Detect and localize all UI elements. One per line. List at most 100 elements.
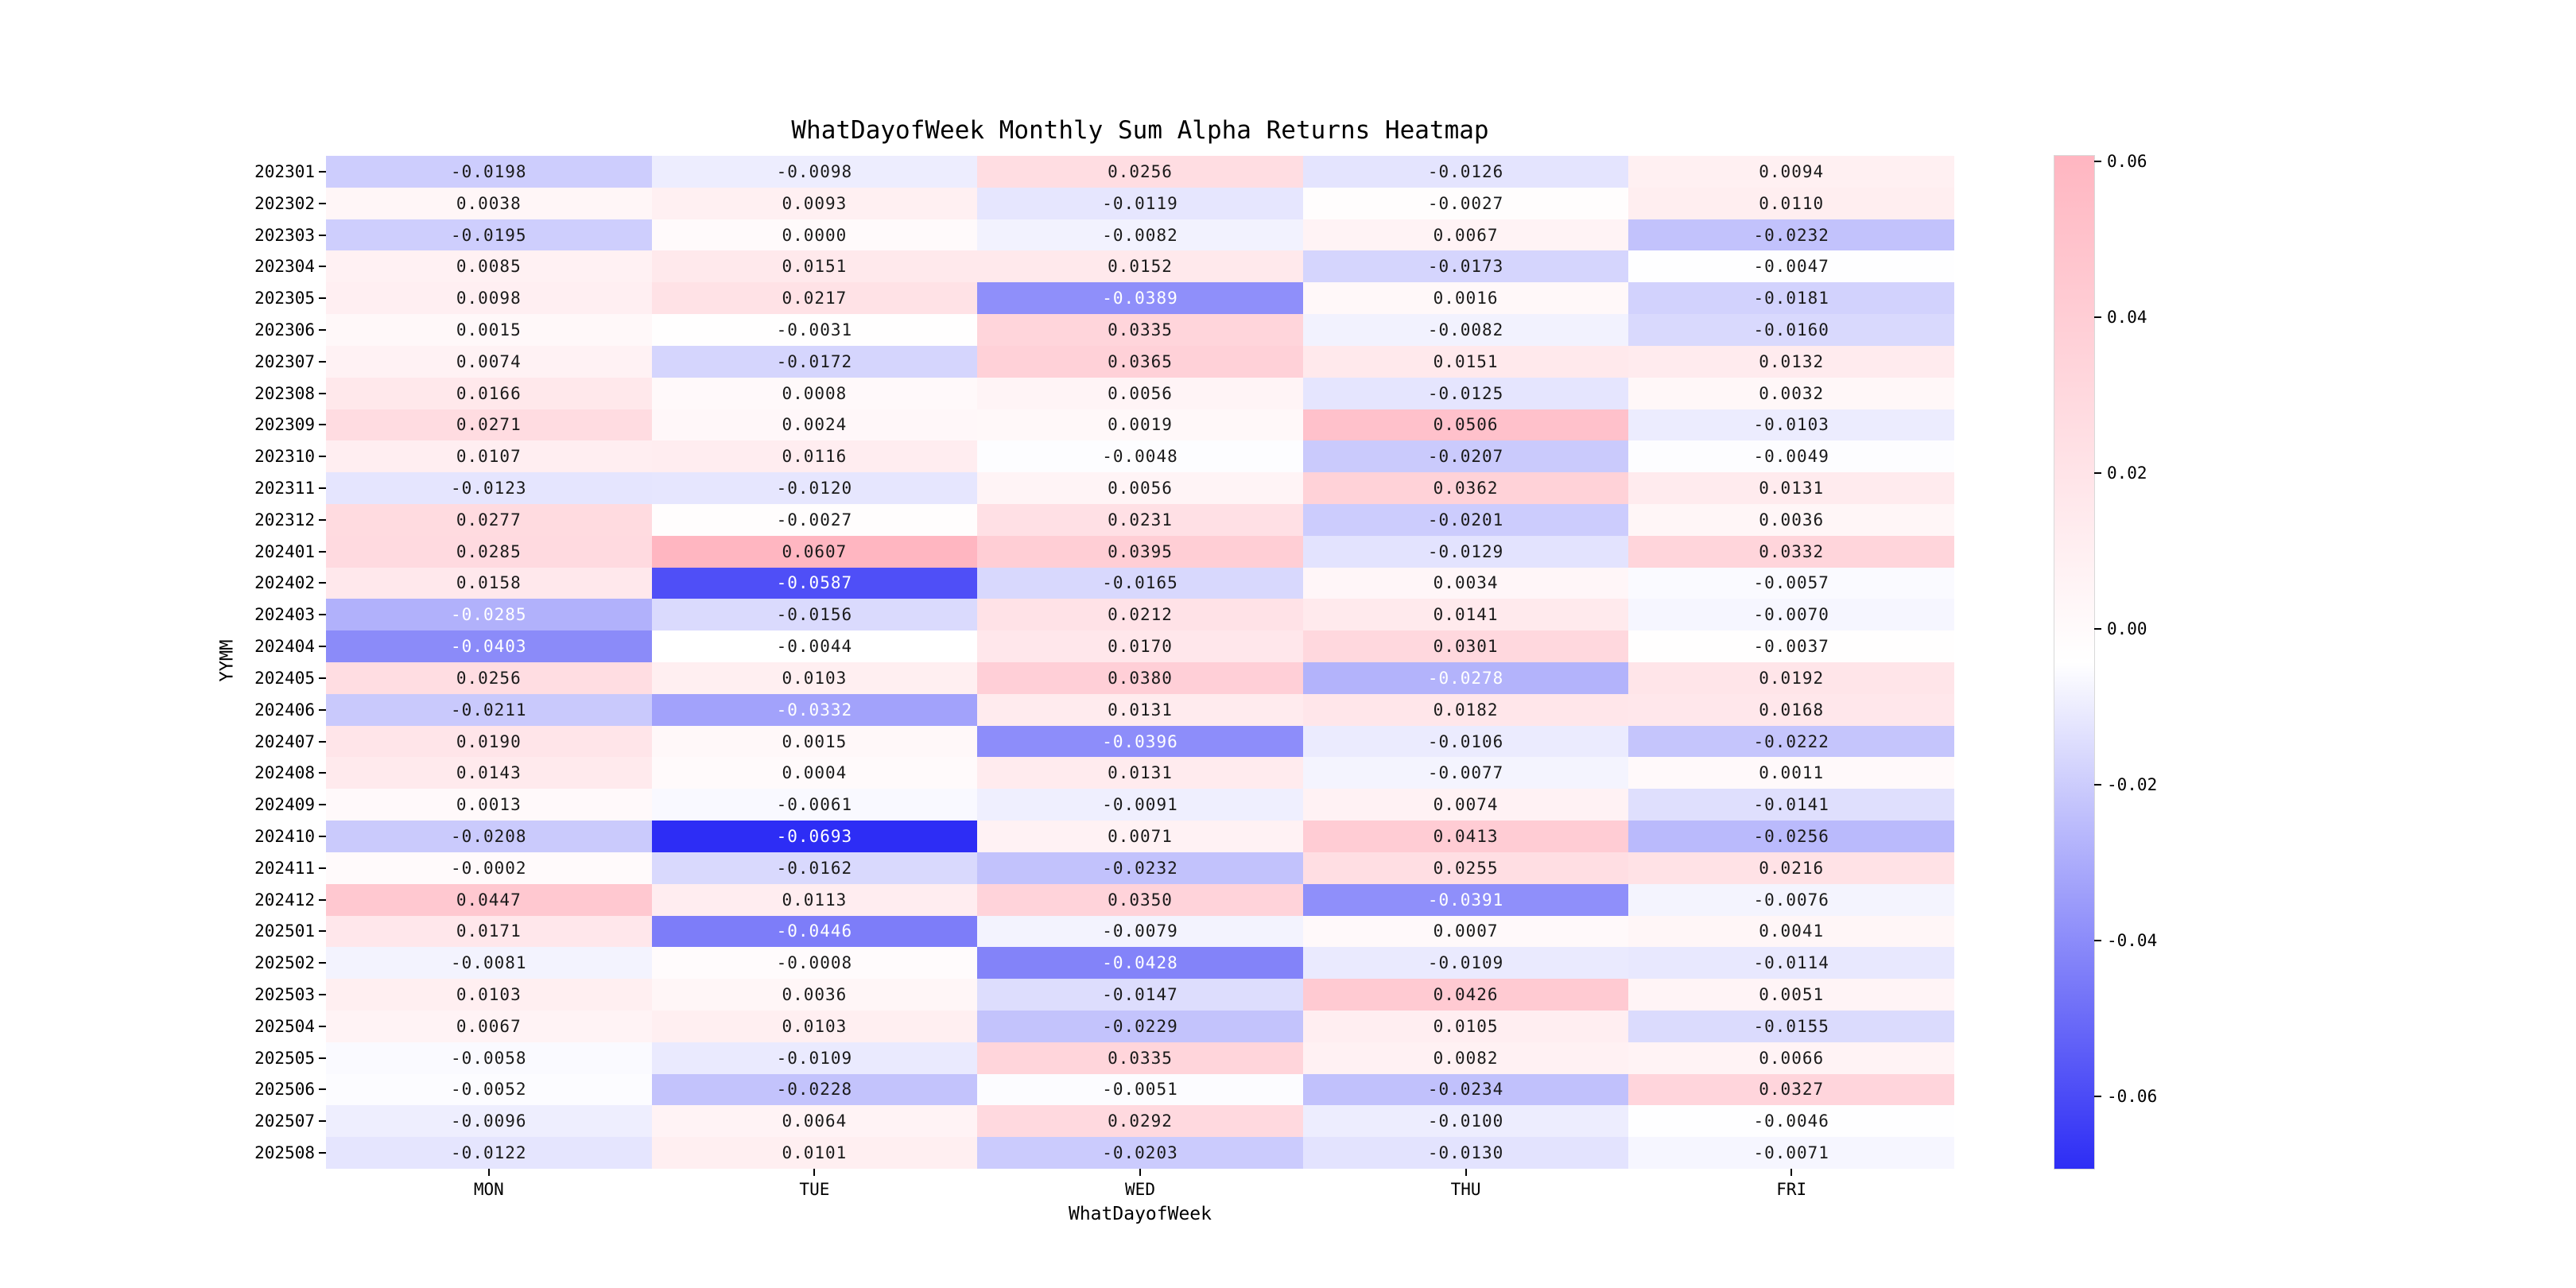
heatmap-cell: 0.0116 <box>651 440 978 473</box>
heatmap-cell: 0.0506 <box>1302 409 1629 441</box>
heatmap-cell: 0.0277 <box>326 503 652 536</box>
y-tick: 202411 <box>254 859 326 878</box>
y-tick: 202508 <box>254 1143 326 1162</box>
y-tick: 202506 <box>254 1080 326 1099</box>
y-tick-mark <box>319 994 326 996</box>
y-tick-mark <box>319 202 326 204</box>
y-tick-mark <box>319 962 326 964</box>
heatmap-cell: 0.0098 <box>326 282 652 315</box>
heatmap-cell: 0.0067 <box>1302 219 1629 251</box>
heatmap-cell: -0.0222 <box>1628 725 1954 758</box>
row-label: 202301 <box>254 161 315 181</box>
heatmap-cell: 0.0255 <box>1302 852 1629 884</box>
y-tick-mark <box>319 867 326 869</box>
colorbar <box>2054 155 2095 1170</box>
heatmap-cell: -0.0051 <box>977 1073 1303 1106</box>
heatmap-cell: 0.0143 <box>326 757 652 789</box>
y-tick-mark <box>319 360 326 363</box>
row-label: 202507 <box>254 1111 315 1131</box>
y-tick: 202507 <box>254 1111 326 1131</box>
row-label: 202502 <box>254 953 315 973</box>
y-tick-mark <box>319 614 326 616</box>
heatmap-cell: -0.0082 <box>1302 314 1629 346</box>
colorbar-tick-mark <box>2094 316 2101 318</box>
heatmap-cell: 0.0395 <box>977 535 1303 568</box>
heatmap-cell: -0.0232 <box>977 852 1303 884</box>
y-tick-mark <box>319 1120 326 1123</box>
heatmap-cell: 0.0067 <box>326 1010 652 1042</box>
heatmap-cell: 0.0132 <box>1628 345 1954 378</box>
row-label: 202409 <box>254 795 315 815</box>
row-label: 202310 <box>254 447 315 467</box>
heatmap-cell: -0.0044 <box>651 630 978 662</box>
heatmap-cell: 0.0170 <box>977 630 1303 662</box>
y-tick: 202303 <box>254 226 326 245</box>
colorbar-tick: -0.06 <box>2094 1087 2157 1106</box>
heatmap-cell: 0.0013 <box>326 789 652 821</box>
y-tick: 202505 <box>254 1049 326 1068</box>
heatmap-cell: -0.0106 <box>1302 725 1629 758</box>
y-tick: 202412 <box>254 890 326 910</box>
heatmap-cell: 0.0000 <box>651 219 978 251</box>
heatmap-cell: 0.0350 <box>977 883 1303 916</box>
heatmap-cell: 0.0256 <box>977 156 1303 188</box>
y-tick-mark <box>319 1025 326 1027</box>
heatmap-cell: -0.0278 <box>1302 662 1629 694</box>
heatmap-cell: 0.0082 <box>1302 1042 1629 1074</box>
heatmap-cell: 0.0015 <box>651 725 978 758</box>
y-tick-mark <box>319 582 326 584</box>
heatmap-cell: 0.0113 <box>651 883 978 916</box>
y-tick-mark <box>319 266 326 268</box>
column-label: THU <box>1450 1180 1481 1199</box>
heatmap-cell: -0.0130 <box>1302 1137 1629 1169</box>
row-label: 202403 <box>254 605 315 625</box>
heatmap-cell: 0.0056 <box>977 377 1303 409</box>
heatmap-cell: 0.0093 <box>651 187 978 219</box>
y-tick-mark <box>319 297 326 300</box>
y-tick-mark <box>319 740 326 743</box>
row-label: 202411 <box>254 858 315 878</box>
heatmap-cell: -0.0587 <box>651 567 978 599</box>
x-tick-mark <box>1465 1169 1467 1176</box>
heatmap-cell: 0.0131 <box>977 757 1303 789</box>
heatmap-cell: -0.0076 <box>1628 883 1954 916</box>
heatmap-cell: -0.0403 <box>326 630 652 662</box>
heatmap-cell: -0.0047 <box>1628 250 1954 283</box>
heatmap-cell: 0.0171 <box>326 915 652 948</box>
y-tick: 202403 <box>254 605 326 624</box>
heatmap-cell: 0.0327 <box>1628 1073 1954 1106</box>
y-tick: 202306 <box>254 320 326 339</box>
heatmap-cell: 0.0413 <box>1302 821 1629 852</box>
x-tick: FRI <box>1776 1169 1806 1199</box>
heatmap-cell: 0.0131 <box>1628 472 1954 504</box>
y-tick: 202312 <box>254 510 326 530</box>
heatmap-cell: 0.0110 <box>1628 187 1954 219</box>
heatmap-cell: -0.0198 <box>326 156 652 188</box>
colorbar-tick-mark <box>2094 160 2101 162</box>
heatmap-cell: -0.0046 <box>1628 1105 1954 1138</box>
row-label: 202311 <box>254 479 315 499</box>
heatmap-cell: -0.0129 <box>1302 535 1629 568</box>
y-tick: 202310 <box>254 447 326 466</box>
heatmap-cell: -0.0285 <box>326 599 652 631</box>
colorbar-tick: 0.04 <box>2094 308 2147 327</box>
y-tick: 202401 <box>254 542 326 561</box>
heatmap-cell: -0.0091 <box>977 789 1303 821</box>
colorbar-tick-mark <box>2094 783 2101 786</box>
heatmap-cell: -0.0048 <box>977 440 1303 473</box>
heatmap-cell: 0.0056 <box>977 472 1303 504</box>
y-tick-mark <box>319 518 326 521</box>
y-tick-mark <box>319 898 326 901</box>
heatmap-cell: 0.0168 <box>1628 693 1954 726</box>
heatmap-cell: -0.0058 <box>326 1042 652 1074</box>
colorbar-tick-label: -0.02 <box>2107 774 2158 794</box>
heatmap-cell: -0.0693 <box>651 821 978 852</box>
y-tick-mark <box>319 392 326 394</box>
heatmap-cell: -0.0172 <box>651 345 978 378</box>
heatmap-cell: -0.0037 <box>1628 630 1954 662</box>
heatmap-cell: 0.0051 <box>1628 979 1954 1011</box>
heatmap-cell: 0.0036 <box>1628 503 1954 536</box>
heatmap-cell: 0.0085 <box>326 250 652 283</box>
y-tick-mark <box>319 930 326 933</box>
heatmap-cell: -0.0008 <box>651 947 978 980</box>
